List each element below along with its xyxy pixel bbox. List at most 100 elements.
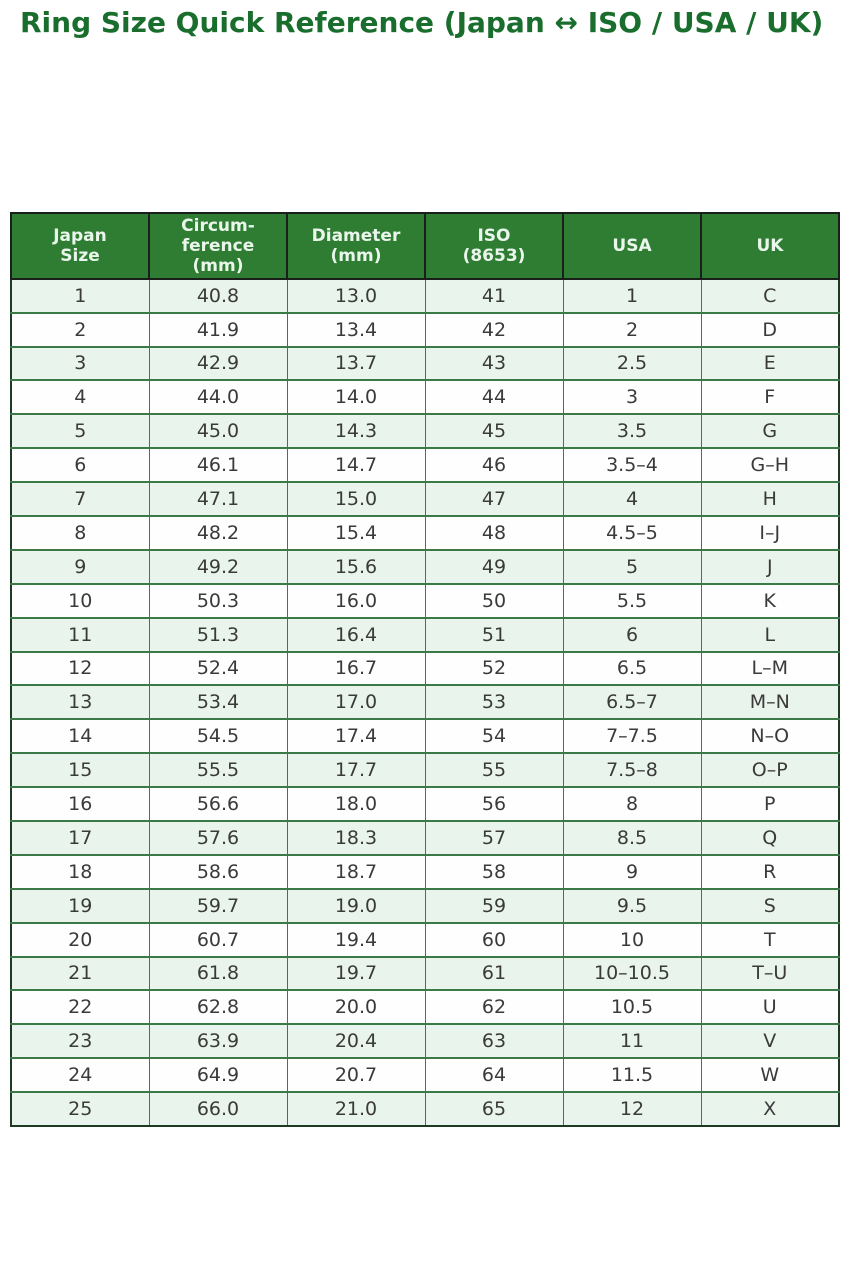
- table-cell: 57.6: [148, 819, 288, 855]
- table-row: 5 45.0 14.3 45 3.5 G: [10, 413, 840, 449]
- table-cell: 18: [10, 853, 150, 889]
- table-cell: 20.7: [286, 1057, 426, 1093]
- table-cell: 66.0: [148, 1091, 288, 1126]
- table-cell: 1: [10, 277, 150, 313]
- table-row: 10 50.3 16.0 50 5.5 K: [10, 582, 840, 618]
- table-cell: 17.0: [286, 684, 426, 720]
- table-cell: 54.5: [148, 718, 288, 754]
- table-cell: 5: [562, 548, 702, 584]
- table-cell: 8.5: [562, 819, 702, 855]
- table-cell: 20: [10, 921, 150, 957]
- table-cell: 55: [424, 752, 564, 788]
- table-cell: 53.4: [148, 684, 288, 720]
- table-row: 6 46.1 14.7 46 3.5–4 G–H: [10, 447, 840, 483]
- table-cell: 59: [424, 887, 564, 923]
- table-cell: 10.5: [562, 989, 702, 1025]
- table-cell: F: [700, 379, 840, 415]
- table-cell: 19: [10, 887, 150, 923]
- table-cell: 14.7: [286, 447, 426, 483]
- table-row: 3 42.9 13.7 43 2.5 E: [10, 345, 840, 381]
- table-cell: 14.3: [286, 413, 426, 449]
- table-cell: P: [700, 786, 840, 821]
- table-cell: 15: [10, 752, 150, 788]
- table-cell: 16.4: [286, 616, 426, 652]
- table-cell: 52.4: [148, 650, 288, 686]
- table-cell: T–U: [700, 955, 840, 991]
- table-cell: C: [700, 277, 840, 313]
- table-row: 11 51.3 16.4 51 6 L: [10, 616, 840, 652]
- table-cell: 15.0: [286, 481, 426, 516]
- table-cell: 15.6: [286, 548, 426, 584]
- table-cell: 19.4: [286, 921, 426, 957]
- table-row: 20 60.7 19.4 60 10 T: [10, 921, 840, 957]
- table-cell: 54: [424, 718, 564, 754]
- table-cell: M–N: [700, 684, 840, 720]
- table-body: 1 40.8 13.0 41 1 C 2 41.9 13.4 42 2 D 3 42.9 13.7 43 2.5…: [10, 277, 840, 1126]
- table-cell: 10–10.5: [562, 955, 702, 991]
- table-cell: L: [700, 616, 840, 652]
- col-header-uk: UK: [700, 211, 840, 280]
- table-cell: 4: [562, 481, 702, 516]
- table-cell: 16.0: [286, 582, 426, 618]
- table-cell: U: [700, 989, 840, 1025]
- table-cell: 3: [562, 379, 702, 415]
- table-cell: 42: [424, 311, 564, 347]
- table-cell: 5: [10, 413, 150, 449]
- table-cell: 47.1: [148, 481, 288, 516]
- table-cell: 13: [10, 684, 150, 720]
- table-cell: 3: [10, 345, 150, 381]
- table-cell: 62: [424, 989, 564, 1025]
- table-cell: I–J: [700, 514, 840, 550]
- table-cell: 51: [424, 616, 564, 652]
- table-cell: 46: [424, 447, 564, 483]
- table-cell: 20.0: [286, 989, 426, 1025]
- table-cell: 18.7: [286, 853, 426, 889]
- table-cell: 8: [562, 786, 702, 821]
- table-row: 4 44.0 14.0 44 3 F: [10, 379, 840, 415]
- table-row: 14 54.5 17.4 54 7–7.5 N–O: [10, 718, 840, 754]
- table-cell: 9: [562, 853, 702, 889]
- table-header-row: Japan Size Circum- ference (mm) Diameter…: [10, 211, 840, 280]
- table-cell: 2: [10, 311, 150, 347]
- table-cell: 65: [424, 1091, 564, 1126]
- table-cell: 4.5–5: [562, 514, 702, 550]
- table-cell: 41: [424, 277, 564, 313]
- table-cell: 50.3: [148, 582, 288, 618]
- table-cell: G–H: [700, 447, 840, 483]
- table-cell: 20.4: [286, 1023, 426, 1059]
- table-cell: 7: [10, 481, 150, 516]
- table-cell: 9: [10, 548, 150, 584]
- table-cell: 17.4: [286, 718, 426, 754]
- table-cell: S: [700, 887, 840, 923]
- table-cell: 1: [562, 277, 702, 313]
- table-cell: 21.0: [286, 1091, 426, 1126]
- table-row: 7 47.1 15.0 47 4 H: [10, 481, 840, 516]
- table-cell: D: [700, 311, 840, 347]
- table-cell: 11.5: [562, 1057, 702, 1093]
- table-cell: 25: [10, 1091, 150, 1126]
- table-cell: 55.5: [148, 752, 288, 788]
- col-header-diameter: Diameter (mm): [286, 211, 426, 280]
- col-header-japan-size: Japan Size: [10, 211, 150, 280]
- table-cell: 5.5: [562, 582, 702, 618]
- table-cell: 62.8: [148, 989, 288, 1025]
- table-cell: 45.0: [148, 413, 288, 449]
- table-row: 17 57.6 18.3 57 8.5 Q: [10, 819, 840, 855]
- table-cell: 46.1: [148, 447, 288, 483]
- table-row: 23 63.9 20.4 63 11 V: [10, 1023, 840, 1059]
- table-cell: V: [700, 1023, 840, 1059]
- table-header: Japan Size Circum- ference (mm) Diameter…: [10, 211, 840, 280]
- table-cell: 59.7: [148, 887, 288, 923]
- col-header-usa: USA: [562, 211, 702, 280]
- table-cell: 2.5: [562, 345, 702, 381]
- table-cell: 17.7: [286, 752, 426, 788]
- table-cell: 57: [424, 819, 564, 855]
- col-header-circumference: Circum- ference (mm): [148, 211, 288, 280]
- table-row: 12 52.4 16.7 52 6.5 L–M: [10, 650, 840, 686]
- table-cell: 6: [10, 447, 150, 483]
- table-row: 15 55.5 17.7 55 7.5–8 O–P: [10, 752, 840, 788]
- table-cell: 11: [562, 1023, 702, 1059]
- table-cell: 3.5–4: [562, 447, 702, 483]
- table-row: 2 41.9 13.4 42 2 D: [10, 311, 840, 347]
- table-row: 22 62.8 20.0 62 10.5 U: [10, 989, 840, 1025]
